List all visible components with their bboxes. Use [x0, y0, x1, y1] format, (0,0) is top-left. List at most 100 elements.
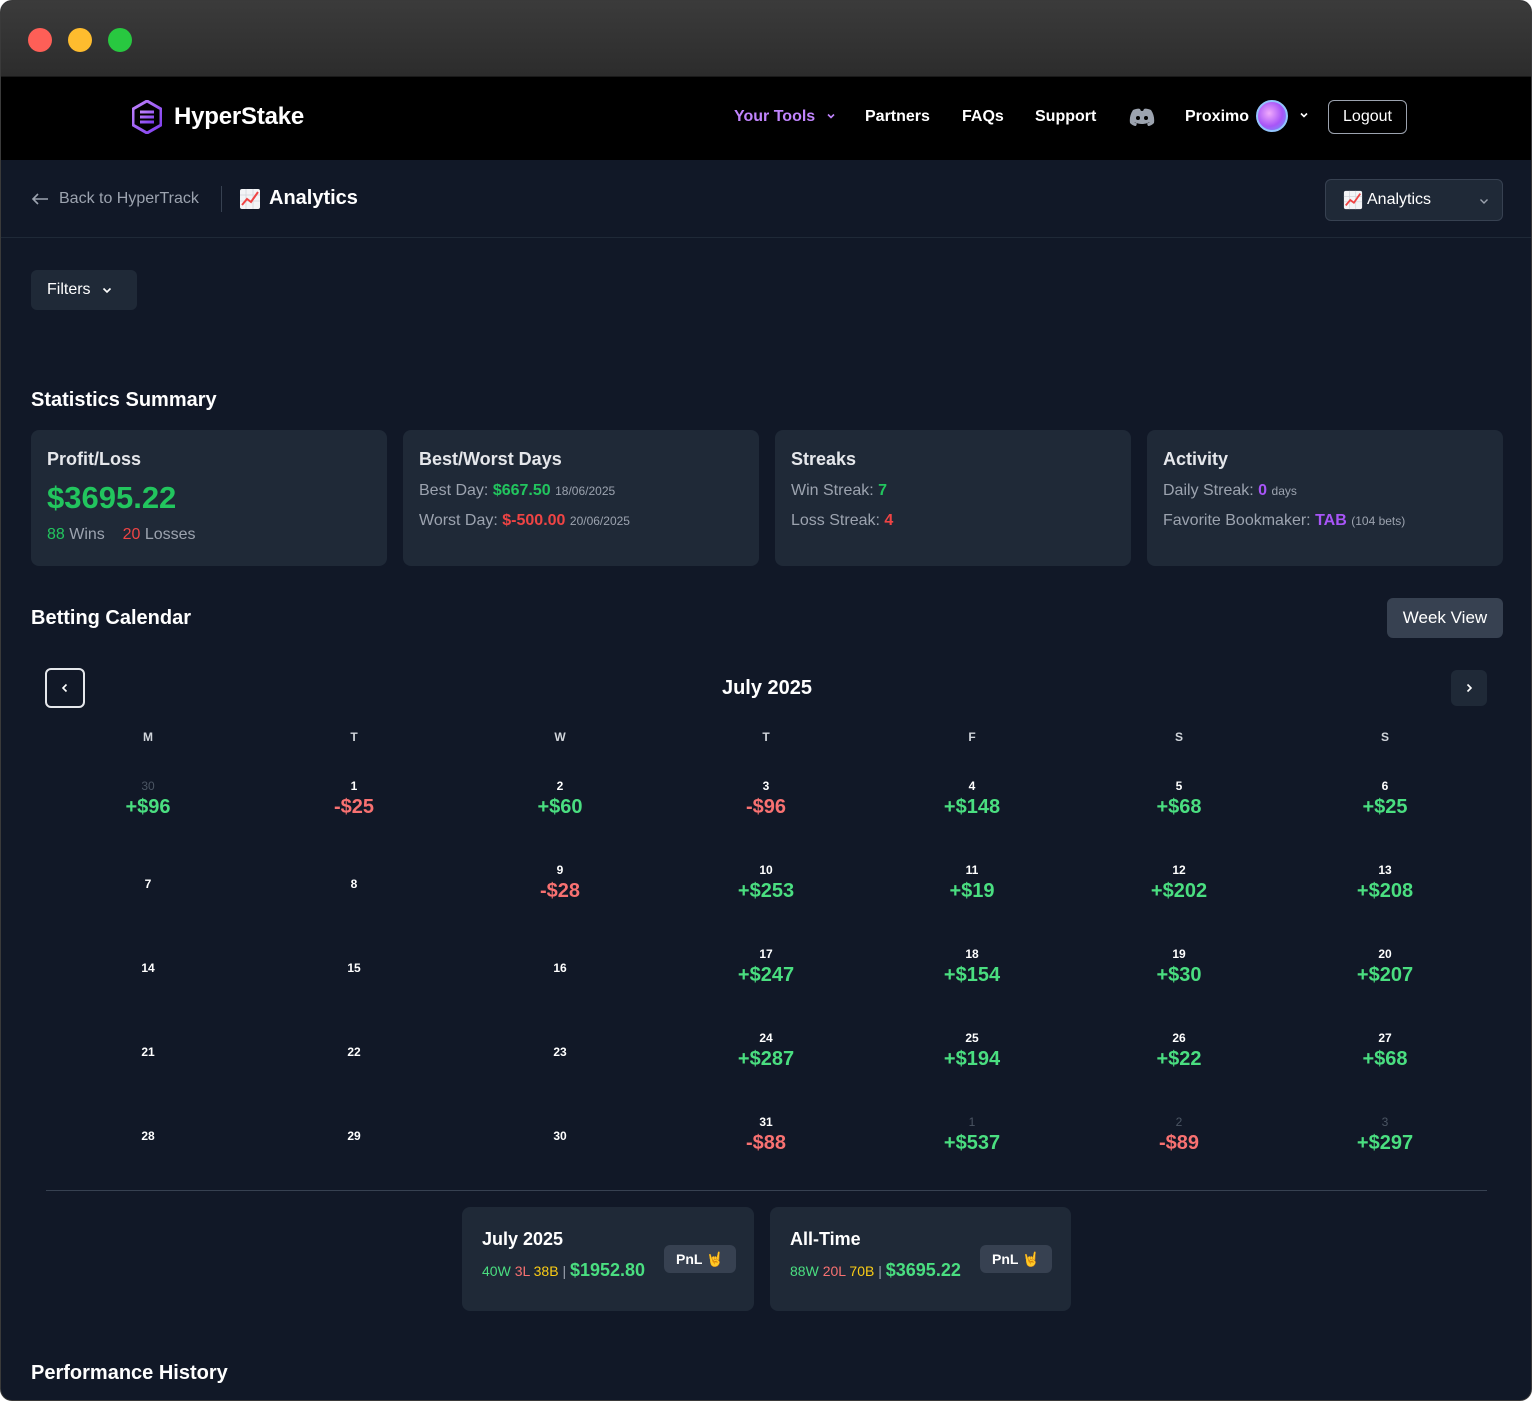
calendar-day-cell[interactable]: 25 +$194 — [869, 1029, 1075, 1113]
back-link[interactable]: Back to HyperTrack — [31, 190, 199, 208]
calendar-day-number: 16 — [553, 961, 567, 975]
calendar-day-cell[interactable]: 5 +$68 — [1076, 777, 1282, 861]
favorite-bookmaker-label: Favorite Bookmaker: — [1163, 512, 1311, 529]
calendar-day-cell[interactable]: 2 +$60 — [457, 777, 663, 861]
calendar-day-cell[interactable]: 18 +$154 — [869, 945, 1075, 1029]
month-pnl-badge[interactable]: PnL 🤘 — [664, 1245, 736, 1273]
weekday-label: M — [143, 730, 153, 744]
calendar-day-cell[interactable]: 7 — [45, 861, 251, 945]
calendar-day-cell[interactable]: 29 — [251, 1113, 457, 1197]
calendar-day-pnl: +$22 — [1156, 1048, 1202, 1070]
nav-your-tools[interactable]: Your Tools — [734, 108, 836, 126]
maximize-window-button[interactable] — [108, 28, 132, 52]
calendar-day-number: 31 — [759, 1115, 773, 1129]
worst-day-label: Worst Day: — [419, 512, 498, 529]
calendar-day-number: 17 — [759, 947, 773, 961]
calendar-day-cell[interactable]: 2 -$89 — [1076, 1113, 1282, 1197]
calendar-day-cell[interactable]: 4 +$148 — [869, 777, 1075, 861]
calendar-day-pnl: +$30 — [1156, 964, 1202, 986]
calendar-day-cell[interactable]: 19 +$30 — [1076, 945, 1282, 1029]
calendar-day-cell[interactable]: 22 — [251, 1029, 457, 1113]
calendar-day-number: 8 — [350, 877, 358, 891]
calendar-day-cell[interactable]: 30 +$96 — [45, 777, 251, 861]
calendar-day-cell[interactable]: 24 +$287 — [663, 1029, 869, 1113]
logout-button[interactable]: Logout — [1328, 100, 1407, 134]
next-month-button[interactable] — [1451, 670, 1487, 706]
weekday-label: F — [968, 730, 976, 744]
wins-count: 88 — [47, 526, 65, 543]
hyperstake-logo-icon — [132, 100, 162, 134]
calendar-day-cell[interactable]: 23 — [457, 1029, 663, 1113]
calendar-day-cell[interactable]: 28 — [45, 1113, 251, 1197]
activity-title: Activity — [1163, 449, 1229, 469]
window-titlebar — [1, 1, 1531, 77]
calendar-day-number: 25 — [965, 1031, 979, 1045]
favorite-bookmaker-count: (104 bets) — [1351, 514, 1406, 528]
calendar-day-cell[interactable]: 1 +$537 — [869, 1113, 1075, 1197]
user-menu-chevron-icon[interactable] — [1298, 109, 1310, 121]
alltime-wins: 88W — [790, 1263, 819, 1279]
month-summary-card: July 2025 40W 3L 38B | $1952.80 PnL 🤘 — [462, 1207, 754, 1311]
weekday-label: S — [1380, 730, 1389, 744]
calendar-day-number: 1 — [968, 1115, 976, 1129]
page-subheader: Back to HyperTrack Analytics Analytics — [1, 160, 1531, 238]
calendar-day-number: 11 — [965, 863, 979, 877]
previous-month-button[interactable] — [45, 668, 85, 708]
alltime-pnl-badge[interactable]: PnL 🤘 — [980, 1245, 1052, 1273]
calendar-day-cell[interactable]: 13 +$208 — [1282, 861, 1488, 945]
calendar-day-pnl: +$68 — [1362, 1048, 1408, 1070]
calendar-day-cell[interactable]: 8 — [251, 861, 457, 945]
calendar-day-cell[interactable]: 9 -$28 — [457, 861, 663, 945]
calendar-day-cell[interactable]: 31 -$88 — [663, 1113, 869, 1197]
calendar-day-pnl: +$207 — [1356, 964, 1414, 986]
nav-partners[interactable]: Partners — [865, 108, 930, 125]
filters-button[interactable]: Filters — [31, 270, 137, 310]
calendar-day-pnl: +$247 — [737, 964, 795, 986]
win-streak-label: Win Streak: — [791, 482, 874, 499]
worst-day-line: Worst Day: $-500.00 20/06/2025 — [419, 512, 743, 530]
avatar[interactable] — [1256, 100, 1288, 132]
calendar-day-cell[interactable]: 17 +$247 — [663, 945, 869, 1029]
calendar-day-cell[interactable]: 21 — [45, 1029, 251, 1113]
activity-card: Activity Daily Streak: 0 days Favorite B… — [1147, 430, 1503, 566]
calendar-day-cell[interactable]: 10 +$253 — [663, 861, 869, 945]
header-divider — [221, 186, 222, 212]
best-day-label: Best Day: — [419, 482, 489, 499]
calendar-day-pnl: +$537 — [943, 1132, 1001, 1154]
month-amount: $1952.80 — [569, 1260, 646, 1280]
calendar-day-pnl: +$60 — [537, 796, 583, 818]
minimize-window-button[interactable] — [68, 28, 92, 52]
view-select[interactable]: Analytics — [1325, 179, 1503, 221]
calendar-day-pnl: +$25 — [1362, 796, 1408, 818]
chart-increasing-icon — [240, 188, 260, 209]
calendar-day-cell[interactable]: 30 — [457, 1113, 663, 1197]
month-summary-line: 40W 3L 38B | $1952.80 — [482, 1260, 734, 1281]
calendar-day-cell[interactable]: 14 — [45, 945, 251, 1029]
calendar-day-cell[interactable]: 26 +$22 — [1076, 1029, 1282, 1113]
close-window-button[interactable] — [28, 28, 52, 52]
brand-link[interactable]: HyperStake — [132, 100, 304, 134]
alltime-separator: | — [878, 1263, 882, 1279]
calendar-day-cell[interactable]: 20 +$207 — [1282, 945, 1488, 1029]
nav-support[interactable]: Support — [1035, 108, 1097, 125]
discord-icon[interactable] — [1129, 107, 1155, 127]
calendar-day-pnl: +$96 — [125, 796, 171, 818]
calendar-day-cell[interactable]: 12 +$202 — [1076, 861, 1282, 945]
calendar-day-cell[interactable]: 3 +$297 — [1282, 1113, 1488, 1197]
calendar-day-cell[interactable]: 16 — [457, 945, 663, 1029]
nav-faqs[interactable]: FAQs — [962, 108, 1004, 125]
losses-count: 20 — [122, 526, 141, 543]
calendar-day-cell[interactable]: 3 -$96 — [663, 777, 869, 861]
calendar-day-cell[interactable]: 1 -$25 — [251, 777, 457, 861]
chevron-down-icon — [827, 113, 835, 119]
calendar-day-pnl: +$202 — [1150, 880, 1208, 902]
week-view-button[interactable]: Week View — [1387, 598, 1503, 638]
weekday-label: W — [554, 730, 566, 744]
user-name[interactable]: Proximo — [1185, 108, 1250, 125]
calendar-day-cell[interactable]: 27 +$68 — [1282, 1029, 1488, 1113]
worst-day-date: 20/06/2025 — [569, 514, 630, 528]
calendar-day-cell[interactable]: 6 +$25 — [1282, 777, 1488, 861]
calendar-day-cell[interactable]: 15 — [251, 945, 457, 1029]
calendar-day-cell[interactable]: 11 +$19 — [869, 861, 1075, 945]
